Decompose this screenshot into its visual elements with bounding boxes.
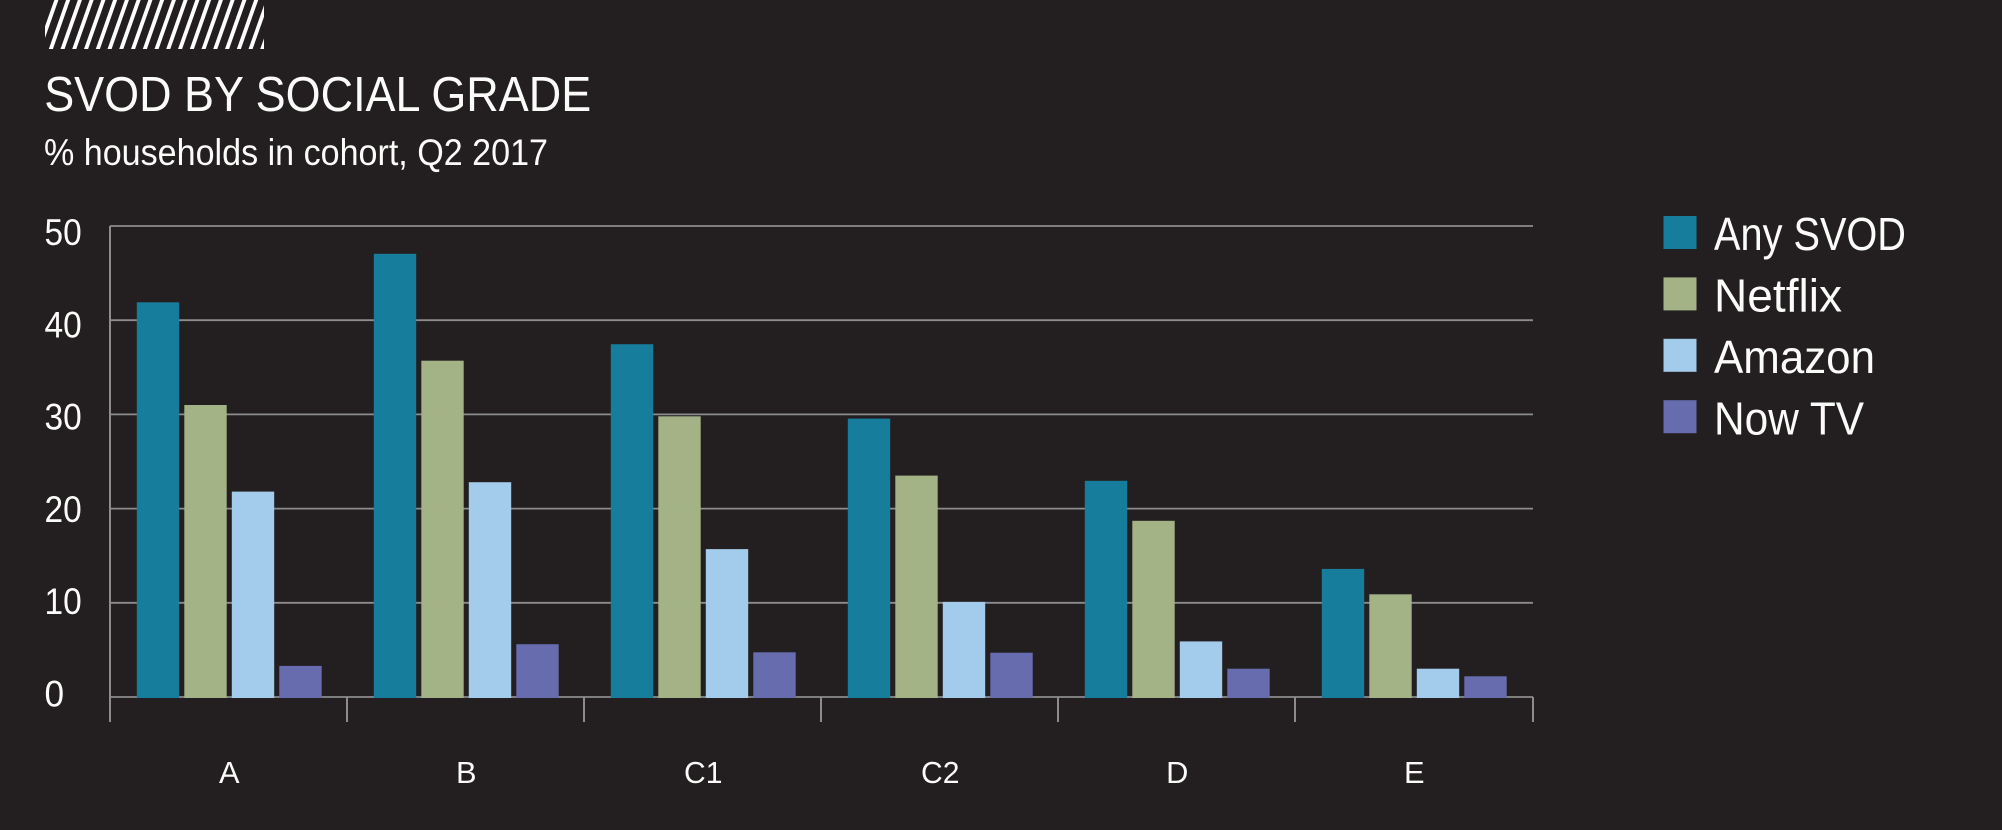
svg-text:40: 40 — [45, 304, 82, 345]
svg-text:Now TV: Now TV — [1714, 392, 1864, 444]
svg-text:E: E — [1404, 755, 1425, 790]
svg-text:D: D — [1166, 755, 1188, 790]
svg-text:30: 30 — [45, 397, 82, 438]
svg-text:50: 50 — [45, 212, 82, 253]
svg-text:C2: C2 — [921, 755, 960, 790]
svg-text:0: 0 — [45, 673, 65, 714]
svg-text:Netflix: Netflix — [1714, 270, 1842, 322]
svg-text:Amazon: Amazon — [1714, 331, 1875, 383]
svg-text:C1: C1 — [684, 755, 723, 790]
svg-text:SVOD BY SOCIAL GRADE: SVOD BY SOCIAL GRADE — [44, 68, 591, 122]
svg-text:20: 20 — [45, 489, 82, 530]
svg-text:A: A — [219, 755, 240, 790]
svg-text:% households in cohort, Q2 201: % households in cohort, Q2 2017 — [44, 132, 548, 173]
svg-text:Any SVOD: Any SVOD — [1714, 208, 1906, 260]
svg-text:B: B — [456, 755, 477, 790]
svg-text:10: 10 — [45, 581, 82, 622]
